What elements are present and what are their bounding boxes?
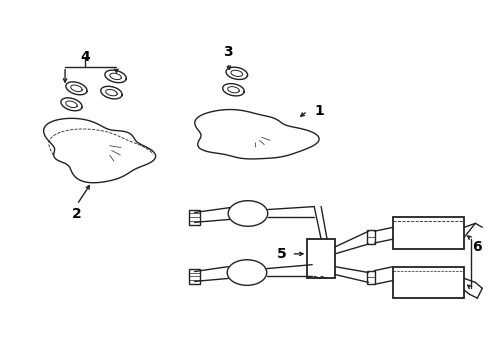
Text: 2: 2 [72, 207, 82, 221]
Text: 6: 6 [472, 240, 482, 254]
Ellipse shape [228, 201, 268, 226]
Bar [393, 217, 465, 249]
Bar [393, 267, 465, 298]
Text: 5: 5 [277, 247, 287, 261]
Bar [307, 239, 335, 278]
Bar [367, 230, 374, 244]
Bar [189, 210, 200, 225]
Text: 3: 3 [223, 45, 233, 59]
Text: 1: 1 [314, 104, 324, 118]
Bar [367, 271, 374, 284]
Bar [189, 269, 200, 284]
Text: 4: 4 [80, 50, 90, 64]
Ellipse shape [227, 260, 267, 285]
